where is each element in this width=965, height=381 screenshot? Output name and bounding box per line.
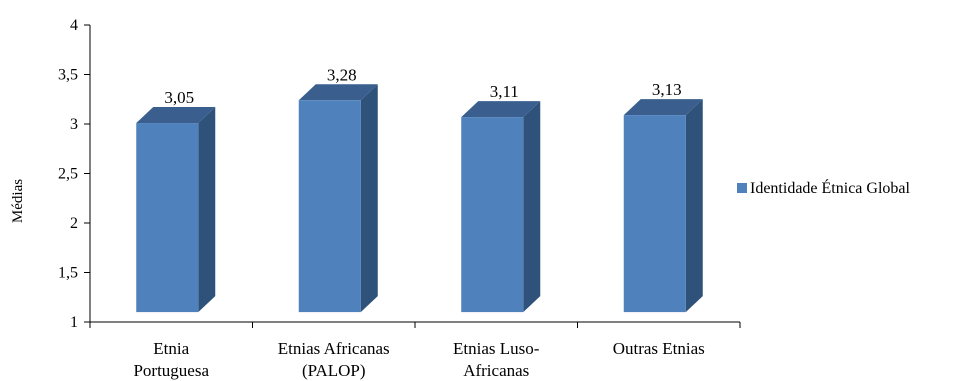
bar-front-face [136,123,199,313]
bar-front-face [298,100,361,313]
bar-top-face [298,84,378,101]
legend: Identidade Étnica Global [737,178,910,197]
x-tick-label: Etnia Portuguesa [133,339,209,380]
bar-top-face [136,107,216,124]
bar [623,99,703,313]
data-label: 3,13 [652,80,682,99]
x-tick-label: Outras Etnias [613,339,705,358]
legend-label: Identidade Étnica Global [750,178,910,197]
bar [136,107,216,313]
y-tick-label: 3 [70,116,78,133]
bar [298,84,378,313]
bar-front-face [623,115,686,313]
data-label: 3,11 [490,82,519,101]
legend-swatch [737,183,747,193]
bar-top-face [461,101,541,118]
x-tick-label: Etnias Luso- Africanas [453,339,540,380]
x-tick-label-line: Africanas [463,361,529,380]
bar-side-face [198,107,216,313]
bar-series: 3,05 3,28 3,11 3,13 [136,65,703,313]
bar-front-face [461,117,524,313]
y-axis-title: Médias [10,179,26,223]
x-tick-label-line: Etnias Luso- [453,339,540,358]
y-ticks: 1 1,5 2 2,5 3 3,5 4 [58,17,741,331]
y-tick-label: 3,5 [58,67,78,84]
y-tick-label: 2 [70,215,78,232]
x-tick-label-line: Portuguesa [133,361,209,380]
x-tick-label-line: Etnia [153,339,189,358]
y-tick-label: 1 [70,314,78,331]
data-label: 3,28 [327,65,357,84]
x-tick-label-line: (PALOP) [302,361,366,380]
y-tick-label: 1,5 [58,265,78,282]
bar [461,101,541,313]
x-tick-label: Etnias Africanas (PALOP) [278,339,390,380]
x-tick-label-line: Outras Etnias [613,339,705,358]
bar-side-face [523,101,541,313]
bar-side-face [685,99,703,313]
y-tick-label: 2,5 [58,166,78,183]
bar-side-face [360,84,378,313]
bar-top-face [623,99,703,116]
y-tick-label: 4 [70,17,78,34]
data-label: 3,05 [164,88,194,107]
x-tick-label-line: Etnias Africanas [278,339,390,358]
